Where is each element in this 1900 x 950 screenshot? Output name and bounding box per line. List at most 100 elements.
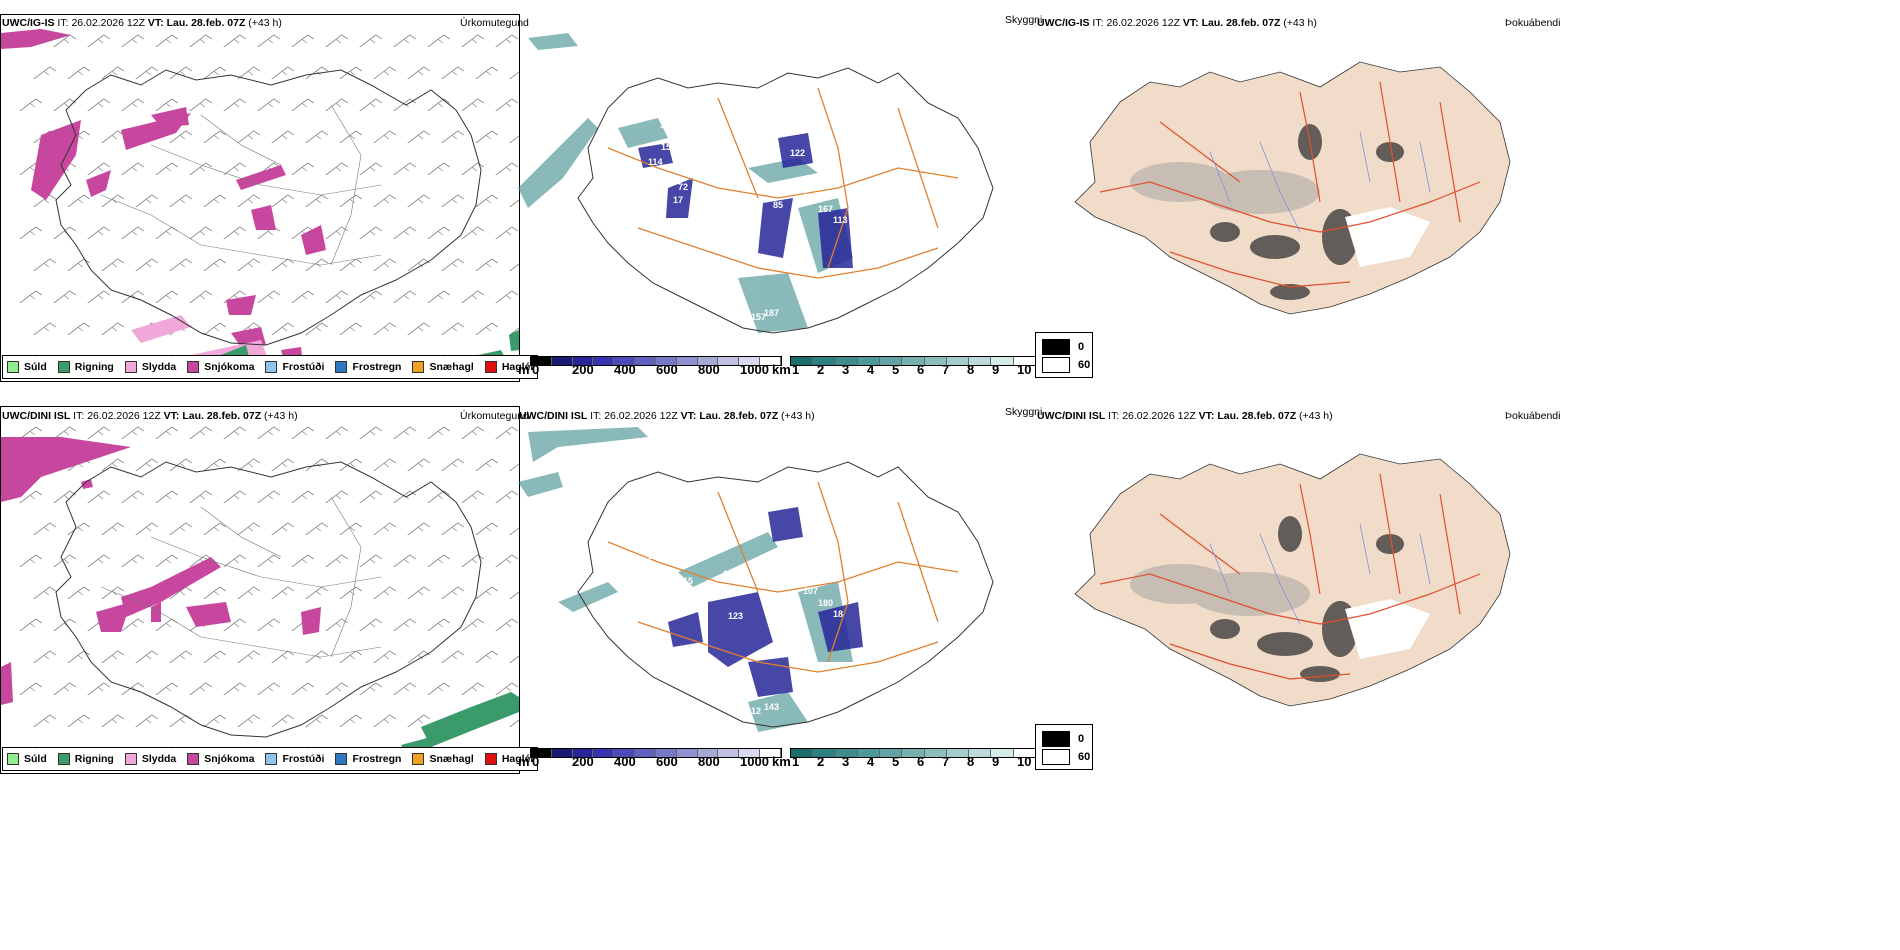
colorbar-segment bbox=[813, 749, 836, 757]
wind-barb bbox=[67, 322, 90, 336]
wind-barb bbox=[189, 290, 212, 304]
wind-barb bbox=[87, 490, 110, 504]
fog-legend-swatch bbox=[1042, 731, 1070, 747]
wind-barb bbox=[67, 258, 90, 272]
cloud-base-areas bbox=[668, 507, 863, 697]
wind-barb bbox=[339, 714, 362, 728]
wind-barb bbox=[189, 34, 212, 48]
colorbar-unit: km bbox=[772, 754, 791, 769]
iceland-outline bbox=[55, 461, 482, 738]
colorbar-segment bbox=[902, 357, 925, 365]
colorbar-segment bbox=[924, 749, 947, 757]
fog-legend-row: 60 bbox=[1042, 749, 1090, 765]
wind-barb bbox=[407, 322, 430, 336]
wind-barb bbox=[441, 258, 464, 272]
legend-item: Frostregn bbox=[335, 753, 401, 765]
wind-barb bbox=[203, 194, 226, 208]
wind-barb bbox=[291, 34, 314, 48]
colorbar-tick: 5 bbox=[892, 754, 900, 769]
wind-barb bbox=[67, 586, 90, 600]
fog-title-top: Þokuábendi bbox=[1505, 17, 1561, 29]
colorbar-unit: m bbox=[518, 362, 530, 377]
legend-item: Slydda bbox=[124, 361, 176, 373]
wind-barb bbox=[237, 258, 260, 272]
legend-swatch bbox=[335, 361, 348, 373]
wind-barb bbox=[203, 130, 226, 144]
wind-barb bbox=[359, 554, 382, 568]
wind-barb bbox=[427, 426, 450, 440]
legend-item: Súld bbox=[7, 753, 47, 765]
wind-barb bbox=[339, 522, 362, 536]
wind-barb bbox=[87, 162, 110, 176]
colorbar-tick: 600 bbox=[656, 362, 678, 377]
wind-barb bbox=[237, 714, 260, 728]
wind-barb bbox=[373, 194, 396, 208]
rain-areas bbox=[401, 692, 519, 753]
wind-barb bbox=[223, 98, 246, 112]
legend-item: Slydda bbox=[124, 753, 176, 765]
visibility-label: 113 bbox=[790, 542, 805, 552]
wind-barb bbox=[359, 682, 382, 696]
wind-barb bbox=[393, 426, 416, 440]
colorbar-tick: 600 bbox=[656, 754, 678, 769]
wind-barb bbox=[407, 650, 430, 664]
legend-label: Snæhagl bbox=[429, 361, 474, 373]
wind-barb bbox=[257, 554, 280, 568]
colorbar-segment bbox=[969, 749, 992, 757]
colorbar-segment bbox=[760, 749, 781, 757]
ptype-title-bottom: Úrkomutegund bbox=[460, 410, 529, 422]
visibility-label: 85 bbox=[773, 200, 783, 210]
visibility-label: 187 bbox=[764, 308, 779, 318]
wind-barb bbox=[495, 426, 518, 440]
wind-barb bbox=[359, 34, 382, 48]
colorbar-tick: 1 bbox=[792, 362, 800, 377]
colorbar-tick: 0 bbox=[532, 362, 540, 377]
colorbar-tick: 2 bbox=[817, 362, 825, 377]
fog-legend-row: 60 bbox=[1042, 357, 1090, 373]
colorbar-segment bbox=[880, 749, 903, 757]
colorbar-tick: 2 bbox=[817, 754, 825, 769]
wind-barb bbox=[121, 226, 144, 240]
colorbar-tick: 200 bbox=[572, 754, 594, 769]
fog-legend-top: 0 60 bbox=[1035, 332, 1093, 378]
colorbar-segment bbox=[551, 357, 573, 365]
wind-barb bbox=[19, 426, 42, 440]
legend-label: Frostúði bbox=[282, 361, 325, 373]
wind-barb bbox=[87, 554, 110, 568]
wind-barb bbox=[305, 714, 328, 728]
wind-barb bbox=[373, 586, 396, 600]
colorbar-segment bbox=[880, 357, 903, 365]
fog-legend-swatch bbox=[1042, 749, 1070, 765]
wind-barb bbox=[257, 490, 280, 504]
visibility-label: 12 bbox=[751, 706, 761, 716]
legend-label: Súld bbox=[24, 361, 47, 373]
colorbar-tick: 7 bbox=[942, 362, 950, 377]
wind-barb bbox=[441, 322, 464, 336]
wind-barb bbox=[87, 226, 110, 240]
visibility-label: 180 bbox=[818, 598, 833, 608]
wind-barb bbox=[189, 226, 212, 240]
cloud-base-areas bbox=[638, 133, 853, 268]
wind-barb bbox=[101, 522, 124, 536]
wind-barb bbox=[271, 714, 294, 728]
legend-swatch bbox=[57, 753, 70, 765]
wind-barb bbox=[223, 162, 246, 176]
wind-barb bbox=[271, 322, 294, 336]
colorbar-segment bbox=[835, 749, 858, 757]
wind-barb bbox=[257, 290, 280, 304]
title-top-right: UWC/IG-IS IT: 26.02.2026 12Z VT: Lau. 28… bbox=[1037, 17, 1317, 29]
wind-barb bbox=[135, 714, 158, 728]
wind-barb bbox=[169, 258, 192, 272]
legend-swatch bbox=[187, 753, 200, 765]
fog-legend-label: 60 bbox=[1078, 359, 1091, 371]
colorbar-segment bbox=[593, 749, 615, 757]
wind-barb bbox=[427, 34, 450, 48]
wind-barb bbox=[135, 522, 158, 536]
wind-barb bbox=[33, 258, 56, 272]
wind-barb bbox=[121, 34, 144, 48]
roads bbox=[607, 481, 959, 673]
wind-barb bbox=[189, 162, 212, 176]
legend-swatch bbox=[187, 361, 200, 373]
colorbar-segment bbox=[551, 749, 573, 757]
